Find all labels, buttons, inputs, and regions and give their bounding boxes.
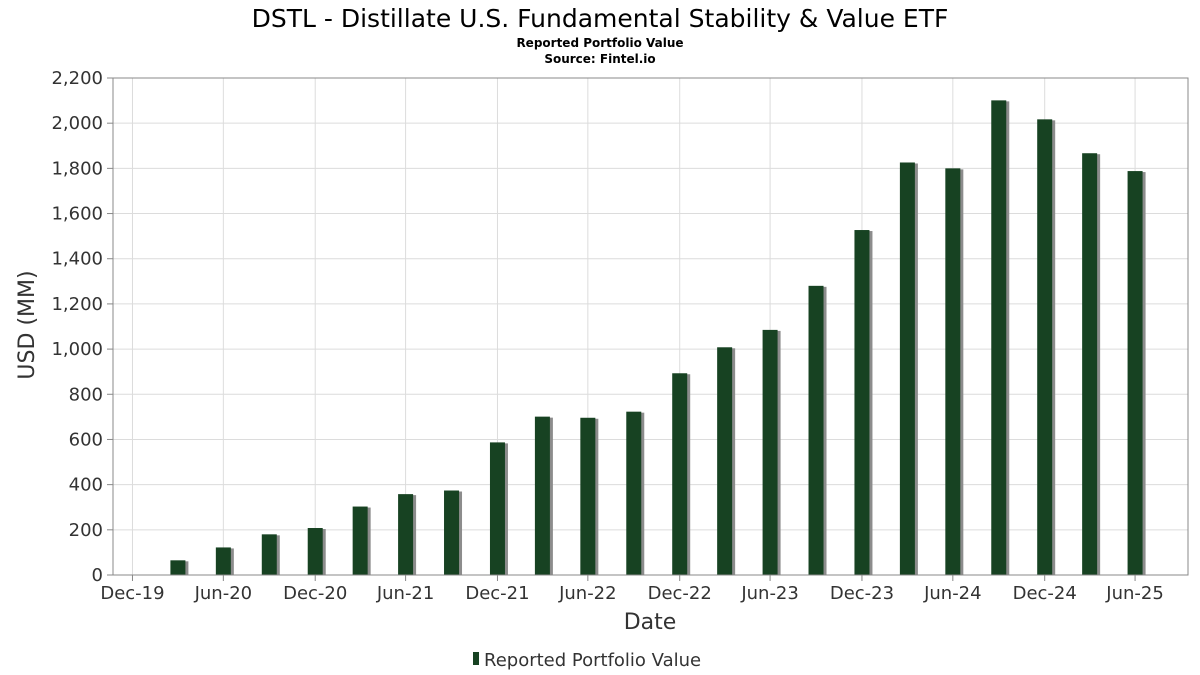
bar [307, 528, 323, 575]
legend-label: Reported Portfolio Value [484, 650, 701, 671]
bar [444, 490, 460, 575]
x-tick-label: Jun-24 [923, 583, 982, 604]
x-tick-label: Jun-21 [376, 583, 435, 604]
bar [899, 162, 915, 576]
bar [808, 285, 824, 575]
bar [626, 411, 642, 575]
bar [352, 506, 368, 575]
bar [489, 442, 505, 575]
bar [261, 534, 277, 575]
x-tick-label: Jun-22 [558, 583, 617, 604]
bar [672, 373, 688, 575]
y-tick-label: 2,000 [51, 113, 103, 134]
y-tick-label: 1,400 [51, 249, 103, 270]
y-tick-label: 600 [69, 429, 103, 450]
y-tick-label: 0 [92, 565, 103, 586]
chart-subtitle: Reported Portfolio Value [516, 36, 683, 50]
y-tick-label: 1,000 [51, 339, 103, 360]
bar [1127, 171, 1143, 576]
x-axis-ticks: Dec-19 Jun-20 Dec-20 Jun-21 Dec-21 Jun-22 Dec-… [100, 575, 1164, 604]
y-tick-label: 400 [69, 475, 103, 496]
y-tick-label: 1,800 [51, 158, 103, 179]
bar [215, 547, 231, 575]
bars [170, 100, 1146, 576]
y-tick-label: 1,600 [51, 204, 103, 225]
bar [534, 416, 550, 575]
bar [717, 347, 733, 575]
chart-source: Source: Fintel.io [544, 52, 655, 66]
y-tick-label: 800 [69, 384, 103, 405]
bar [945, 168, 961, 575]
plot-frame [112, 77, 1189, 576]
x-axis-label: Date [624, 610, 677, 635]
x-tick-label: Dec-20 [283, 583, 347, 604]
legend: Reported Portfolio Value [473, 650, 701, 671]
y-axis-label: USD (MM) [15, 270, 40, 379]
bar [1037, 119, 1053, 575]
y-axis-ticks: 0 200 400 600 800 1,000 1,200 1,400 1,600 1,800 2,… [51, 68, 113, 586]
x-tick-label: Dec-24 [1013, 583, 1077, 604]
x-tick-label: Jun-25 [1105, 583, 1164, 604]
grid-lines [113, 77, 1188, 576]
chart-title: DSTL - Distillate U.S. Fundamental Stabi… [252, 4, 949, 33]
bar [762, 329, 778, 575]
bar [854, 230, 870, 576]
bar [170, 560, 186, 575]
x-tick-label: Dec-23 [830, 583, 894, 604]
bar [398, 494, 414, 575]
x-tick-label: Dec-19 [100, 583, 164, 604]
y-tick-label: 200 [69, 520, 103, 541]
x-tick-label: Dec-21 [465, 583, 529, 604]
bar [1082, 153, 1098, 575]
x-tick-label: Jun-23 [740, 583, 799, 604]
y-tick-label: 2,200 [51, 68, 103, 89]
legend-swatch [473, 652, 479, 665]
bar [991, 100, 1007, 576]
y-tick-label: 1,200 [51, 294, 103, 315]
bar [580, 417, 596, 575]
x-tick-label: Jun-20 [194, 583, 253, 604]
x-tick-label: Dec-22 [648, 583, 712, 604]
